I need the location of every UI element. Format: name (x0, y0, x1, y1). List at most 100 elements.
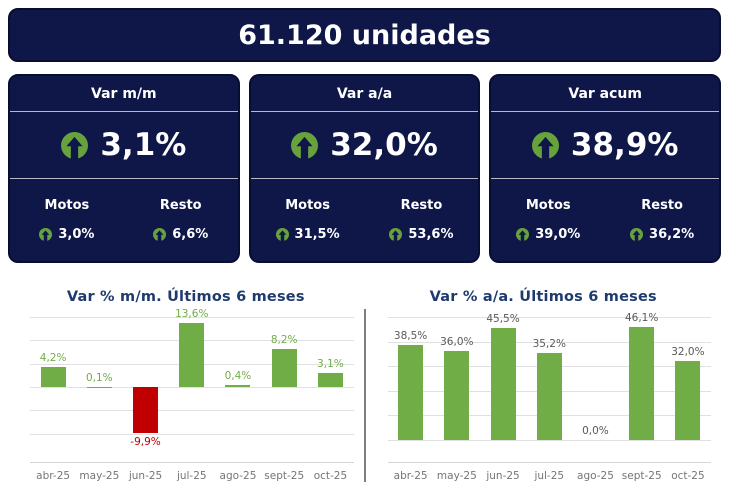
card-breakdown: Motos 3,0% Resto 6,6% (10, 179, 238, 261)
kpi-card-var-mm: Var m/m 3,1% Motos 3,0% Resto 6,6% (8, 74, 240, 263)
category-label: jul-25 (176, 470, 207, 482)
card-value-row: 38,9% (491, 112, 720, 179)
kpi-cards-row: Var m/m 3,1% Motos 3,0% Resto 6,6% (8, 74, 722, 263)
bar-label: 35,2% (532, 338, 566, 351)
category-label: sept-25 (264, 470, 305, 482)
bar-label: 36,0% (440, 336, 474, 349)
total-units-banner: 61.120 unidades (8, 8, 721, 62)
up-arrow-icon (630, 228, 644, 241)
resto-value-row: 53,6% (389, 227, 453, 242)
up-arrow-icon (275, 228, 289, 241)
total-units-value: 61.120 unidades (238, 19, 491, 51)
gridline (30, 387, 354, 388)
bar-sept-25 (629, 326, 655, 440)
kpi-card-var-acum: Var acum 38,9% Motos 39,0% Resto 36,2% (489, 74, 722, 263)
bar-sept-25 (271, 348, 297, 387)
bar-label: 0,0% (582, 424, 609, 437)
category-label: abr-25 (36, 470, 71, 482)
resto-value: 6,6% (172, 227, 209, 242)
resto-value-row: 6,6% (153, 227, 208, 242)
bar-label: 4,2% (39, 352, 67, 365)
resto-value: 53,6% (408, 227, 454, 242)
vertical-divider (363, 309, 366, 482)
card-value-row: 32,0% (250, 112, 479, 179)
bar-jun-25 (133, 387, 159, 434)
category-label: may-25 (436, 470, 477, 482)
card-value: 3,1% (100, 127, 187, 163)
resto-label: Resto (159, 198, 202, 213)
gridline (30, 433, 354, 435)
bar-label: 3,1% (317, 357, 344, 370)
plot-area: 4,2% 0,1% -9,9% 13,6% 0,4% 8,2% 3,1% (30, 308, 354, 463)
chart-title: Var % m/m. Últimos 6 meses (66, 289, 305, 305)
bar-label: 13,6% (175, 308, 209, 321)
resto-value: 36,2% (649, 227, 695, 242)
category-label: oct-25 (313, 470, 348, 482)
chart-var-aa: Var % a/a. Últimos 6 meses 38,5% 36,0% 45,… (366, 289, 722, 482)
card-breakdown: Motos 39,0% Resto 36,2% (491, 179, 719, 261)
resto-label: Resto (400, 198, 443, 213)
gridline (30, 316, 354, 318)
bar-oct-25 (317, 372, 343, 387)
card-value: 38,9% (570, 127, 679, 163)
category-label: abr-25 (393, 470, 428, 482)
card-title: Var acum (491, 76, 720, 112)
resto-value-row: 36,2% (630, 227, 694, 242)
bar-label: 45,5% (486, 313, 520, 325)
motos-column: Motos 39,0% (491, 179, 605, 261)
motos-label: Motos (525, 198, 571, 213)
bar-abr-25 (40, 367, 66, 387)
chart-title: Var % a/a. Últimos 6 meses (429, 289, 657, 305)
resto-label: Resto (641, 198, 683, 213)
gridline (387, 316, 711, 318)
category-label: jun-25 (486, 470, 520, 482)
category-label: jul-25 (534, 470, 565, 482)
resto-column: Resto 6,6% (124, 179, 238, 261)
card-breakdown: Motos 31,5% Resto 53,6% (251, 179, 479, 261)
category-label: ago-25 (219, 470, 257, 482)
up-arrow-icon (389, 228, 403, 241)
motos-value: 3,0% (58, 227, 95, 242)
category-label: may-25 (79, 470, 120, 482)
resto-column: Resto 53,6% (365, 179, 479, 261)
motos-value: 31,5% (294, 227, 340, 242)
bar-label: 46,1% (624, 311, 659, 324)
bar-abr-25 (398, 345, 424, 440)
motos-column: Motos 3,0% (10, 179, 124, 261)
bar-label: 8,2% (270, 333, 298, 346)
bar-jul-25 (536, 353, 562, 440)
bar-label: -9,9% (130, 436, 161, 449)
category-label: jun-25 (128, 470, 163, 482)
bar-label: 32,0% (671, 346, 705, 359)
motos-label: Motos (44, 198, 90, 213)
category-label: oct-25 (671, 470, 705, 482)
up-arrow-icon (39, 228, 53, 241)
kpi-card-var-aa: Var a/a 32,0% Motos 31,5% Resto 53,6% (248, 74, 481, 263)
resto-column: Resto 36,2% (605, 179, 719, 261)
up-arrow-icon (153, 228, 167, 241)
card-value-row: 3,1% (10, 112, 238, 179)
up-arrow-icon (291, 131, 319, 159)
bar-label: 0,4% (224, 370, 252, 383)
category-label: ago-25 (577, 470, 614, 482)
bar-oct-25 (675, 361, 701, 440)
up-arrow-icon (61, 131, 89, 159)
card-title: Var m/m (10, 76, 238, 112)
motos-value-row: 3,0% (39, 227, 94, 242)
bar-may-25 (444, 351, 470, 440)
up-arrow-icon (516, 228, 530, 241)
gridline (387, 341, 711, 343)
motos-label: Motos (285, 198, 330, 213)
gridline (30, 410, 354, 412)
bar-jun-25 (490, 328, 516, 440)
motos-value-row: 39,0% (516, 227, 580, 242)
category-label: sept-25 (621, 470, 662, 482)
bar-label: 0,1% (85, 371, 113, 384)
bar-ago-25 (225, 385, 251, 387)
card-value: 32,0% (330, 127, 438, 163)
motos-value-row: 31,5% (275, 227, 340, 242)
card-title: Var a/a (250, 76, 479, 112)
bar-jul-25 (179, 323, 205, 388)
plot-area: 38,5% 36,0% 45,5% 35,2% 0,0% 46,1% 32,0% (387, 311, 711, 463)
gridline (387, 439, 711, 441)
